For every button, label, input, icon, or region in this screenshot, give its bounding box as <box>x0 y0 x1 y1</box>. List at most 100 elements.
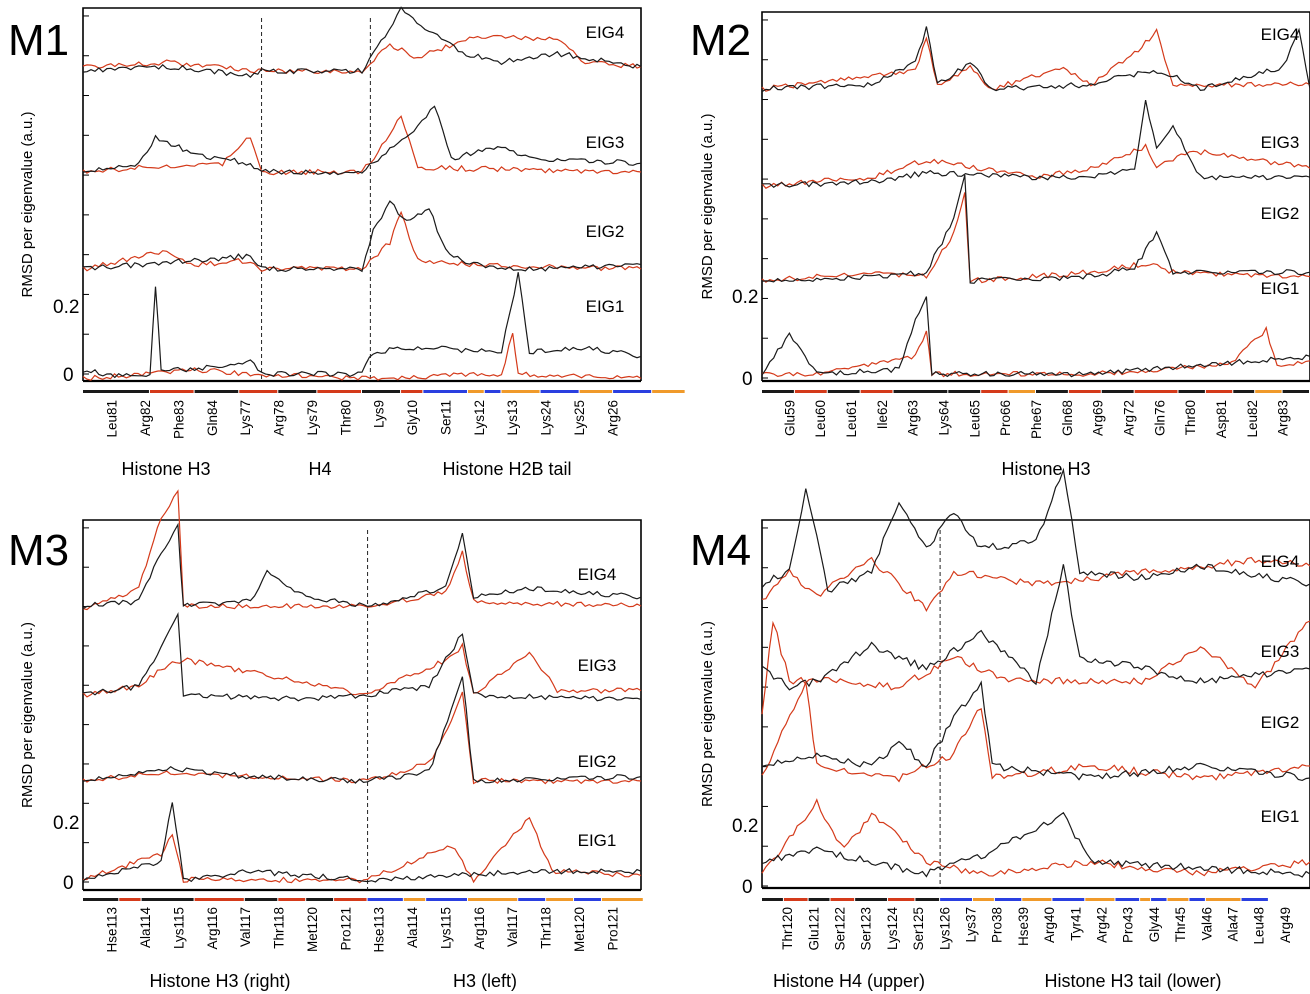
plot-frame <box>761 11 1310 381</box>
residue-label: Arg69 <box>1091 400 1106 436</box>
residue-color-segment <box>830 898 855 901</box>
residue-color-segment <box>1233 390 1255 393</box>
residue-color-segment <box>306 898 334 901</box>
group-label: Histone H3 <box>1001 459 1090 479</box>
residue-color-segment <box>893 390 948 393</box>
residue-color-segment <box>940 898 972 901</box>
eig-label: EIG4 <box>586 23 625 42</box>
residue-label: Ser122 <box>833 907 848 951</box>
eig1-black-line <box>761 467 1310 593</box>
residue-color-segment <box>994 898 1022 901</box>
y-axis-label: RMSD per eigenvalue (a.u.) <box>19 622 36 808</box>
residue-color-segment <box>1022 898 1052 901</box>
residue-label: Arg83 <box>1276 400 1291 436</box>
residue-label: Ser125 <box>911 907 926 951</box>
panel-label: M4 <box>690 526 751 575</box>
eig-label: EIG2 <box>1261 713 1300 732</box>
eig3-red-line <box>761 192 1310 284</box>
y-tick-label: 0.2 <box>53 813 79 834</box>
residue-label: Lys126 <box>937 907 952 950</box>
residue-label: Lys13 <box>505 400 520 436</box>
residue-label: Lys24 <box>539 400 554 436</box>
residue-color-segment <box>762 390 794 393</box>
y-tick-label: 0 <box>63 873 74 894</box>
eig2-black-line <box>82 612 642 702</box>
residue-label: Leu60 <box>813 400 828 438</box>
panel-label: M1 <box>8 16 69 65</box>
residue-label: Phe67 <box>1029 400 1044 439</box>
residue-color-segment <box>1151 898 1167 901</box>
panel-label: M2 <box>690 16 751 65</box>
eig2-red-line <box>82 210 642 273</box>
residue-label: Met120 <box>572 907 587 952</box>
y-axis-label: RMSD per eigenvalue (a.u.) <box>699 621 716 807</box>
residue-color-segment <box>981 390 1008 393</box>
eig1-red-line <box>82 333 642 381</box>
eig-label: EIG2 <box>586 222 625 241</box>
eig-label: EIG3 <box>578 656 617 675</box>
eig1-red-line <box>82 489 642 611</box>
residue-label: Tyr41 <box>1068 907 1083 941</box>
residue-label: Pro43 <box>1121 907 1136 943</box>
residue-color-segment <box>119 898 141 901</box>
eig1-black-line <box>82 522 642 610</box>
residue-label: Leu82 <box>1245 400 1260 438</box>
eig-label: EIG1 <box>1261 279 1300 298</box>
residue-label: Ser11 <box>438 400 453 435</box>
residue-color-segment <box>334 898 367 901</box>
y-tick-label: 0.2 <box>53 297 79 318</box>
residue-color-segment <box>1167 898 1189 901</box>
residue-label: Gln76 <box>1152 400 1167 436</box>
residue-color-segment <box>540 390 579 393</box>
residue-color-segment <box>501 390 540 393</box>
group-label: Histone H3 tail (lower) <box>1044 971 1221 991</box>
residue-color-segment <box>468 390 484 393</box>
eig3-red-line <box>761 679 1310 783</box>
eig3-black-line <box>761 680 1310 782</box>
residue-color-segment <box>1189 898 1205 901</box>
residue-label: Gly10 <box>405 400 420 435</box>
residue-color-segment <box>403 898 426 901</box>
residue-color-segment <box>613 390 652 393</box>
residue-color-segment <box>362 390 401 393</box>
eig3-black-line <box>761 174 1310 284</box>
residue-label: Lys25 <box>572 400 587 436</box>
residue-color-segment <box>244 898 278 901</box>
eig-label: EIG3 <box>1261 642 1300 661</box>
residue-color-segment <box>783 898 808 901</box>
residue-label: Arg40 <box>1042 907 1057 943</box>
residue-color-segment <box>367 898 403 901</box>
residue-color-segment <box>794 390 827 393</box>
eig1-black-line <box>82 272 642 379</box>
panel-m3: M3 0.2 0 RMSD per eigenvalue (a.u.) EIG4 EIG3… <box>8 489 643 991</box>
residue-label: Leu61 <box>844 400 859 438</box>
eig2-black-line <box>82 200 642 273</box>
eig4-red-line <box>761 325 1310 378</box>
residue-color-segment <box>468 898 518 901</box>
residue-color-segment <box>1205 390 1233 393</box>
eig3-black-line <box>82 105 642 176</box>
residue-color-segment <box>317 390 361 393</box>
residue-label: Val117 <box>505 907 520 947</box>
residue-color-segment <box>149 390 194 393</box>
residue-label: Ile62 <box>875 400 890 429</box>
eig-label: EIG3 <box>1261 133 1300 152</box>
residue-color-segment <box>141 898 194 901</box>
residue-label: Ala47 <box>1226 907 1241 942</box>
residue-color-segment <box>1115 898 1140 901</box>
residue-color-segment <box>652 390 685 393</box>
eig-label: EIG4 <box>1261 25 1300 44</box>
residue-label: Val117 <box>238 907 253 947</box>
residue-label: Arg116 <box>205 907 220 950</box>
residue-label: Met120 <box>305 907 320 952</box>
panel-m4: M4 0.2 0 RMSD per eigenvalue (a.u.) EIG4 EIG3… <box>690 467 1310 991</box>
residue-color-segment <box>972 898 994 901</box>
residue-label: Hse113 <box>105 907 120 953</box>
residue-label: Arg78 <box>272 400 287 436</box>
group-label: H3 (left) <box>453 971 517 991</box>
residue-label: Lys37 <box>964 907 979 943</box>
plot-frame <box>82 7 642 381</box>
residue-label: Arg116 <box>472 907 487 950</box>
residue-color-segment <box>423 390 468 393</box>
